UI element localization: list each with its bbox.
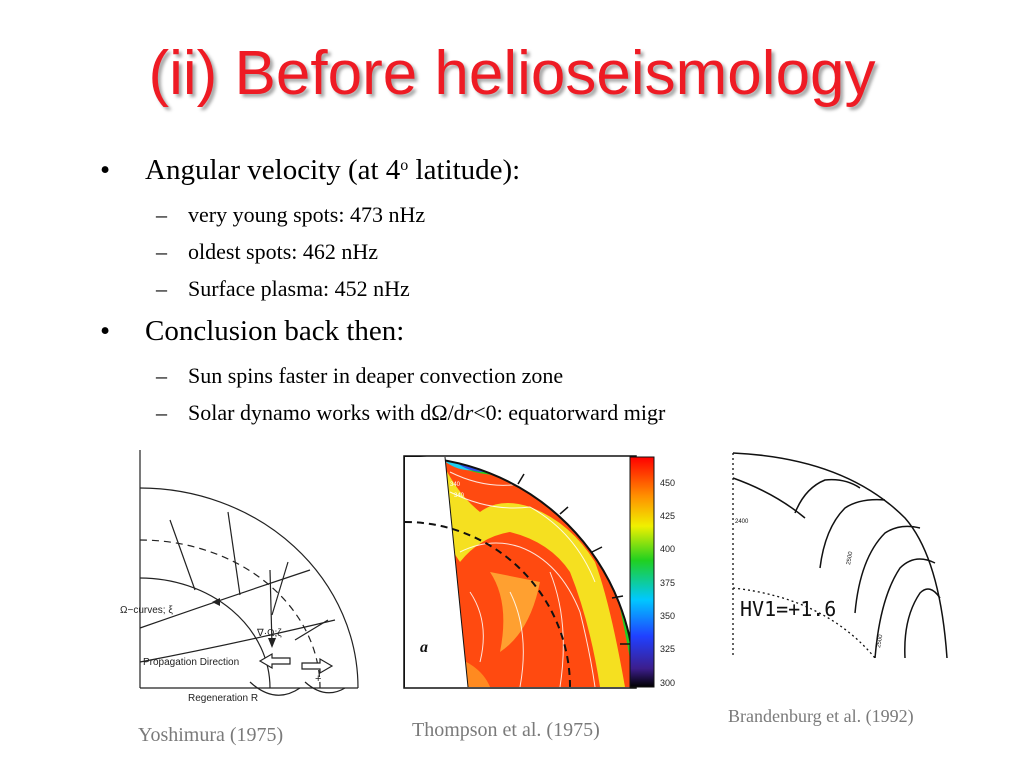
bullet-text: Conclusion back then: [145,315,405,347]
right-arrow-icon [301,657,334,675]
contour-label: 340 [450,482,461,488]
arrow-head-icon [212,598,220,606]
subbullet-text-tail: <0: equatorward migr [473,400,666,425]
dash-symbol: – [156,239,167,264]
subbullet-text: Sun spins faster in deaper convection zo… [188,363,564,388]
propagation-label: Propagation Direction [143,657,239,668]
colorbar-tick: 450 [660,478,675,488]
subbullet-oldest-spots: – oldest spots: 462 nHz [100,233,980,270]
subbullet-solar-dynamo: – Solar dynamo works with dΩ/dr<0: equat… [100,394,980,431]
omega-curves-label: Ω−curves; ξ [120,605,173,616]
contour-label: 2500 [876,634,884,649]
left-arrow-icon [258,652,291,670]
brandenburg-contour-plot: 2400 2500 2500 HV1=+1.6 [732,452,948,659]
contour-label: 340 [454,493,465,499]
panel-letter: a [420,639,428,656]
subbullet-text: very young spots: 473 nHz [188,202,426,227]
colorbar-tick: 375 [660,578,675,588]
degree-superscript: o [400,157,409,174]
colorbar-tick: 350 [660,611,675,621]
dash-symbol: – [156,276,167,301]
colorbar [629,456,655,688]
plus-label: + [315,673,321,685]
thompson-rotation-map: 340 340 a 450 425 400 375 350 325 300 [403,455,675,689]
yoshimura-diagram: Ω−curves; ξ ∇·Ω;ζ Propagation Direction … [120,450,359,704]
contour-label: 2500 [846,551,854,566]
subbullet-text: Surface plasma: 452 nHz [188,276,410,301]
colorbar-tick: 325 [660,644,675,654]
subbullet-surface-plasma: – Surface plasma: 452 nHz [100,270,980,307]
bullet-symbol: • [100,315,111,347]
subbullet-young-spots: – very young spots: 473 nHz [100,196,980,233]
subbullet-text: oldest spots: 462 nHz [188,239,379,264]
bullet-list: • Angular velocity (at 4o latitude): – v… [100,150,980,431]
caption-brandenburg: Brandenburg et al. (1992) [728,706,914,726]
bullet-angular-velocity: • Angular velocity (at 4o latitude): [100,150,980,190]
arrow-head-icon [268,638,276,648]
caption-thompson: Thompson et al. (1975) [412,719,600,741]
colorbar-tick: 300 [660,678,675,688]
r-variable: r [464,400,474,425]
slide-title: (ii) Before helioseismology [148,39,876,108]
colorbar-tick: 425 [660,511,675,521]
omega-symbol: Ω [431,400,448,425]
contour-label: 2400 [735,519,749,525]
bullet-conclusion: • Conclusion back then: [100,311,980,351]
bullet-text: Angular velocity (at 4 [145,154,401,186]
hv-annotation: HV1=+1.6 [740,597,836,621]
slash-d: /d [447,400,465,425]
dash-symbol: – [156,363,167,388]
regeneration-label: Regeneration R [188,693,258,704]
subbullet-sun-spins: – Sun spins faster in deaper convection … [100,357,980,394]
grad-label: ∇·Ω;ζ [256,628,282,639]
colorbar-tick: 400 [660,544,675,554]
dash-symbol: – [156,400,167,425]
bullet-text-tail: latitude): [408,154,521,186]
dash-symbol: – [156,202,167,227]
caption-yoshimura: Yoshimura (1975) [138,724,284,746]
bullet-symbol: • [100,154,111,186]
subbullet-text: Solar dynamo works with d [188,400,432,425]
